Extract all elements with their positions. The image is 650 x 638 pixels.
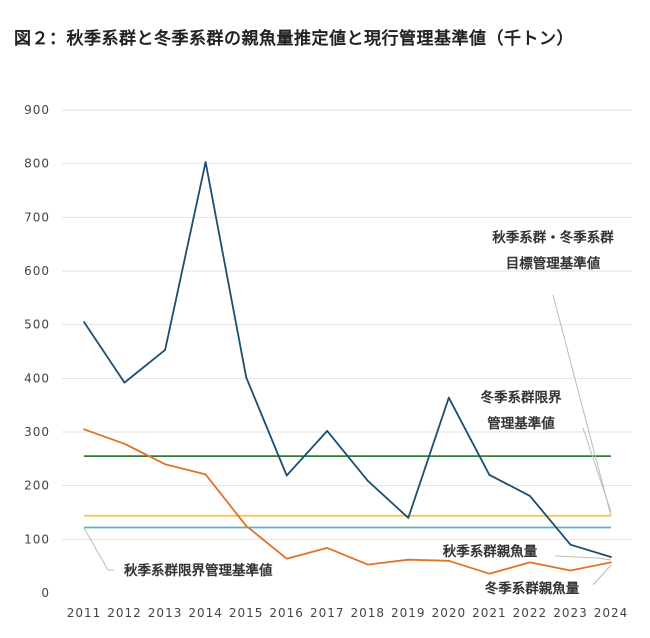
autumn-ssb-point xyxy=(447,396,450,399)
autumn-ssb-point xyxy=(83,321,85,323)
autumn-ssb-line xyxy=(83,161,612,558)
winter-ssb-point xyxy=(366,563,369,566)
x-tick-label: 2017 xyxy=(310,606,345,620)
x-tick-label: 2011 xyxy=(67,606,102,620)
autumn-ssb-point xyxy=(326,430,329,432)
autumn-ssb-point xyxy=(123,381,126,384)
winter-ssb-point xyxy=(407,558,410,561)
winter-ssb-point xyxy=(326,547,329,549)
winter-limit-label: 冬季系群限界 xyxy=(481,389,562,406)
autumn-ssb-point xyxy=(285,474,288,477)
x-tick-label: 2014 xyxy=(188,606,223,620)
target-leader-line xyxy=(552,294,612,517)
autumn-ssb-point xyxy=(407,516,410,519)
autumn-ssb-point xyxy=(164,348,166,351)
winter-ssb-point xyxy=(285,557,288,560)
winter-ssb-point xyxy=(488,572,491,575)
y-tick-label: 100 xyxy=(24,532,50,546)
x-tick-label: 2018 xyxy=(350,606,385,620)
x-tick-label: 2020 xyxy=(432,606,467,620)
x-tick-label: 2021 xyxy=(472,606,507,620)
target-label: 目標管理基準値 xyxy=(506,255,601,272)
winter-ssb-point xyxy=(529,561,531,564)
y-tick-label: 700 xyxy=(24,210,50,224)
winter-ssb-point xyxy=(123,442,126,445)
winter-ssb-point xyxy=(610,561,612,564)
y-tick-label: 600 xyxy=(24,264,50,278)
y-tick-label: 500 xyxy=(24,318,50,332)
autumn-limit-label: 秋季系群限界管理基準値 xyxy=(124,562,273,579)
autumn-ssb-label: 秋季系群親魚量 xyxy=(443,543,538,560)
x-tick-label: 2013 xyxy=(148,606,183,620)
autumn-ssb-point xyxy=(569,543,572,546)
autumn-ssb-leader-line xyxy=(554,555,612,561)
y-tick-label: 0 xyxy=(41,586,50,600)
autumn-ssb-point xyxy=(488,474,491,476)
target-label: 秋季系群・冬季系群 xyxy=(492,229,614,246)
winter-ssb-point xyxy=(569,569,572,572)
winter-ssb-point xyxy=(447,559,450,562)
x-tick-label: 2022 xyxy=(513,606,548,620)
autumn-ssb-point xyxy=(366,479,369,482)
autumn-ssb-point xyxy=(245,376,248,379)
winter-ssb-point xyxy=(245,525,248,527)
winter-ssb-line xyxy=(83,428,612,575)
x-tick-label: 2019 xyxy=(391,606,426,620)
winter-ssb-label: 冬季系群親魚量 xyxy=(485,580,580,597)
autumn-ssb-point xyxy=(204,161,207,163)
autumn-ssb-point xyxy=(529,494,531,497)
winter-ssb-point xyxy=(204,473,207,476)
x-tick-label: 2015 xyxy=(229,606,264,620)
autumn-limit-leader-line xyxy=(83,527,114,571)
y-tick-label: 900 xyxy=(24,103,50,117)
y-tick-label: 200 xyxy=(24,479,50,493)
winter-ssb-leader-line xyxy=(592,564,612,586)
x-tick-label: 2012 xyxy=(107,606,142,620)
y-tick-label: 300 xyxy=(24,425,50,439)
y-tick-label: 400 xyxy=(24,371,50,385)
autumn-ssb-point xyxy=(610,556,612,558)
winter-ssb-point xyxy=(164,463,166,466)
chart-title: 図２：秋季系群と冬季系群の親魚量推定値と現行管理基準値（千トン） xyxy=(14,29,574,49)
x-tick-label: 2023 xyxy=(553,606,588,620)
x-tick-label: 2024 xyxy=(594,606,629,620)
winter-limit-leader-line xyxy=(582,427,612,513)
winter-ssb-point xyxy=(83,428,85,431)
x-tick-label: 2016 xyxy=(269,606,304,620)
winter-limit-label: 管理基準値 xyxy=(487,415,555,432)
y-tick-label: 800 xyxy=(24,157,50,171)
